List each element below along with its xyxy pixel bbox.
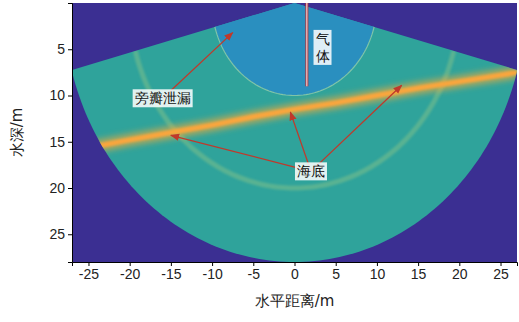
tick-label: 25 <box>493 266 509 282</box>
annotation-box <box>133 89 193 107</box>
annotation: 气体 <box>314 30 332 65</box>
annotation-box <box>295 162 327 180</box>
tick: 5 <box>57 41 72 57</box>
tick: 15 <box>411 262 427 282</box>
tick-mark <box>68 188 72 189</box>
tick-label: 10 <box>370 266 386 282</box>
tick-label: 10 <box>49 87 65 103</box>
annotation-arrow <box>311 85 402 171</box>
annotation-label: 海底 <box>297 163 325 179</box>
y-axis-title: 水深/m <box>8 108 26 158</box>
tick: 20 <box>49 180 72 196</box>
y-axis: 5 10 15 20 25 <box>49 4 72 263</box>
tick-mark <box>68 234 72 235</box>
annotation-arrow <box>171 135 311 171</box>
tick-mark <box>68 96 72 97</box>
fan-content <box>72 3 517 188</box>
tick-label: 25 <box>49 226 65 242</box>
gas-plume-core <box>306 3 307 86</box>
seabed-glow <box>72 72 517 151</box>
tick: 15 <box>49 134 72 150</box>
gas-plume <box>305 3 308 86</box>
tick: 10 <box>370 262 386 282</box>
annotations: 气体旁瓣泄漏海底 <box>133 30 402 180</box>
tick: 0 <box>291 262 299 282</box>
tick-mark <box>68 49 72 50</box>
tick: 5 <box>332 262 340 282</box>
annotation-box <box>314 30 332 65</box>
sidelobe-arc <box>135 51 453 188</box>
chart: -25 -20 -15 -10 -5 0 5 10 15 20 25 5 10 15 20 25 水平距离/m 水… <box>0 0 519 322</box>
tick-label: 20 <box>49 180 65 196</box>
tick-label: -25 <box>79 266 99 282</box>
tick-label: 15 <box>49 134 65 150</box>
tick: -5 <box>248 262 261 282</box>
annotation-arrow <box>163 33 233 99</box>
tick: -25 <box>79 262 99 282</box>
tick-label: 20 <box>452 266 468 282</box>
tick: 20 <box>452 262 468 282</box>
tick-mark <box>68 142 72 143</box>
axis-line <box>68 4 73 263</box>
tick-label: 15 <box>411 266 427 282</box>
tick-label: 5 <box>332 266 340 282</box>
tick-label: 0 <box>291 266 299 282</box>
tick: -10 <box>202 262 222 282</box>
tick-label: 5 <box>57 41 65 57</box>
tick-label: -20 <box>120 266 140 282</box>
tick: 10 <box>49 87 72 103</box>
tick-label: -15 <box>161 266 181 282</box>
annotation-label: 旁瓣泄漏 <box>135 90 191 106</box>
annotation: 海底 <box>295 162 327 180</box>
tick: -20 <box>120 262 140 282</box>
tick: 25 <box>49 226 72 242</box>
annotation-label: 气体 <box>316 31 330 64</box>
seabed <box>72 72 517 151</box>
near-field-region <box>212 3 377 96</box>
plot-area <box>72 3 517 262</box>
tick: 25 <box>493 262 509 282</box>
annotation: 旁瓣泄漏 <box>133 89 193 107</box>
tick-label: -5 <box>248 266 261 282</box>
tick-label: -10 <box>202 266 222 282</box>
x-axis: -25 -20 -15 -10 -5 0 5 10 15 20 25 <box>73 262 518 282</box>
x-axis-title: 水平距离/m <box>255 292 335 310</box>
tick: -15 <box>161 262 181 282</box>
